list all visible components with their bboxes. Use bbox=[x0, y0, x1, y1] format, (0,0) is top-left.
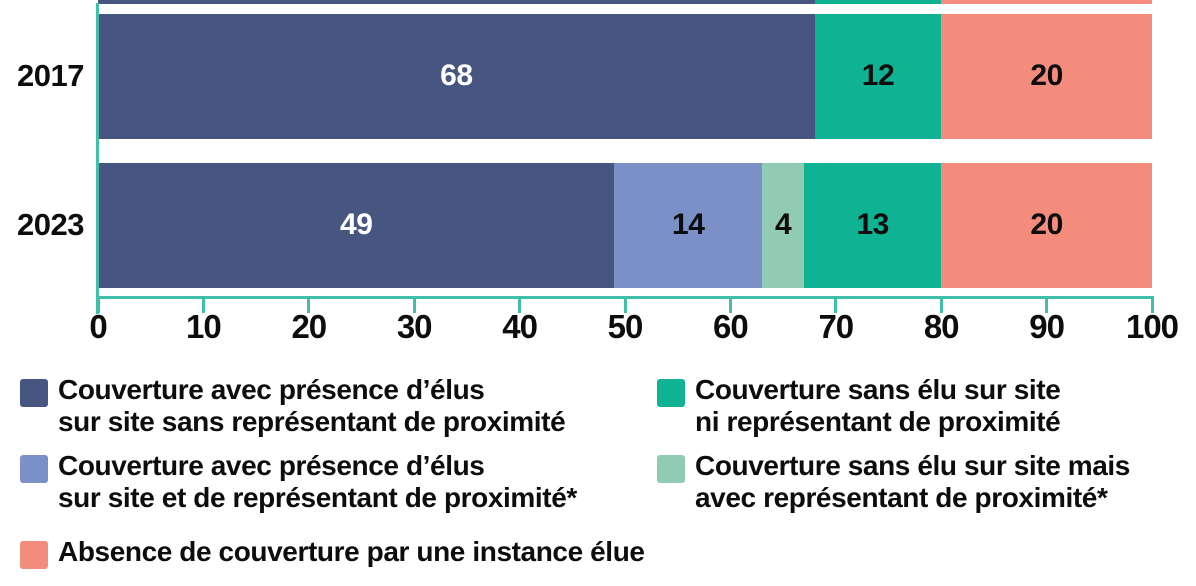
legend-item-2: Couverture avec présence d’élus sur site … bbox=[20, 450, 577, 514]
legend-item-0: Couverture avec présence d’élus sur site … bbox=[20, 374, 566, 438]
x-tick-label-60: 60 bbox=[713, 308, 749, 345]
legend-swatch bbox=[657, 379, 685, 407]
x-tick-mark-50 bbox=[623, 296, 627, 313]
legend-swatch bbox=[657, 455, 685, 483]
legend-label: Couverture avec présence d’élus sur site … bbox=[58, 450, 577, 513]
bar-segment-2023-series-3: 13 bbox=[804, 162, 942, 288]
x-tick-mark-40 bbox=[518, 296, 522, 313]
legend-swatch bbox=[20, 379, 48, 407]
x-tick-label-20: 20 bbox=[291, 308, 327, 345]
sliver-segment-2017-series-3 bbox=[814, 0, 942, 4]
legend-item-1: Couverture sans élu sur site ni représent… bbox=[657, 374, 1061, 438]
sliver-segment-2017-series-0 bbox=[98, 0, 815, 4]
bar-value-label: 20 bbox=[1030, 59, 1063, 92]
bar-value-label: 68 bbox=[440, 59, 473, 92]
bar-value-label: 14 bbox=[672, 208, 705, 241]
category-label-2017: 2017 bbox=[17, 58, 84, 93]
x-tick-mark-90 bbox=[1045, 296, 1049, 313]
x-tick-mark-60 bbox=[728, 296, 732, 313]
legend-item-3: Couverture sans élu sur site mais avec re… bbox=[657, 450, 1130, 514]
sliver-segment-2017-series-4 bbox=[941, 0, 1152, 4]
x-tick-mark-10 bbox=[201, 296, 205, 313]
bar-segment-2023-series-1: 14 bbox=[614, 162, 762, 288]
x-tick-label-40: 40 bbox=[502, 308, 538, 345]
bar-segment-2017-series-4: 20 bbox=[941, 13, 1152, 139]
x-tick-label-50: 50 bbox=[607, 308, 644, 345]
legend-swatch bbox=[20, 541, 48, 569]
x-tick-label-70: 70 bbox=[818, 308, 854, 345]
x-tick-mark-20 bbox=[307, 296, 311, 313]
legend-label: Couverture avec présence d’élus sur site … bbox=[58, 374, 566, 437]
x-tick-label-10: 10 bbox=[186, 308, 222, 345]
legend-label: Couverture sans élu sur site mais avec re… bbox=[695, 450, 1130, 513]
bar-segment-2017-series-0: 68 bbox=[98, 13, 815, 139]
x-tick-mark-100 bbox=[1150, 296, 1154, 313]
bar-segment-2017-series-3: 12 bbox=[814, 13, 942, 139]
x-tick-mark-80 bbox=[939, 296, 943, 313]
bar-value-label: 12 bbox=[861, 59, 895, 92]
x-tick-label-30: 30 bbox=[396, 308, 433, 345]
y-axis-line bbox=[95, 3, 99, 314]
x-tick-label-90: 90 bbox=[1029, 308, 1065, 345]
legend-item-4: Absence de couverture par une instance é… bbox=[20, 536, 645, 569]
x-tick-label-80: 80 bbox=[923, 308, 960, 345]
bar-segment-2023-series-2: 4 bbox=[762, 162, 805, 288]
bar-value-label: 4 bbox=[775, 208, 792, 241]
bar-segment-2023-series-4: 20 bbox=[941, 162, 1152, 288]
x-tick-label-100: 100 bbox=[1125, 308, 1179, 345]
bar-value-label: 13 bbox=[856, 208, 889, 241]
category-label-2023: 2023 bbox=[17, 207, 84, 242]
bar-segment-2023-series-0: 49 bbox=[98, 162, 615, 288]
legend-swatch bbox=[20, 455, 48, 483]
legend-label: Absence de couverture par une instance é… bbox=[58, 536, 645, 567]
x-tick-mark-0 bbox=[96, 296, 100, 313]
x-tick-mark-30 bbox=[412, 296, 416, 313]
bar-value-label: 49 bbox=[340, 208, 373, 241]
legend-label: Couverture sans élu sur site ni représent… bbox=[695, 374, 1061, 437]
x-tick-label-0: 0 bbox=[89, 308, 107, 345]
bar-value-label: 20 bbox=[1030, 208, 1063, 241]
x-tick-mark-70 bbox=[834, 296, 838, 313]
